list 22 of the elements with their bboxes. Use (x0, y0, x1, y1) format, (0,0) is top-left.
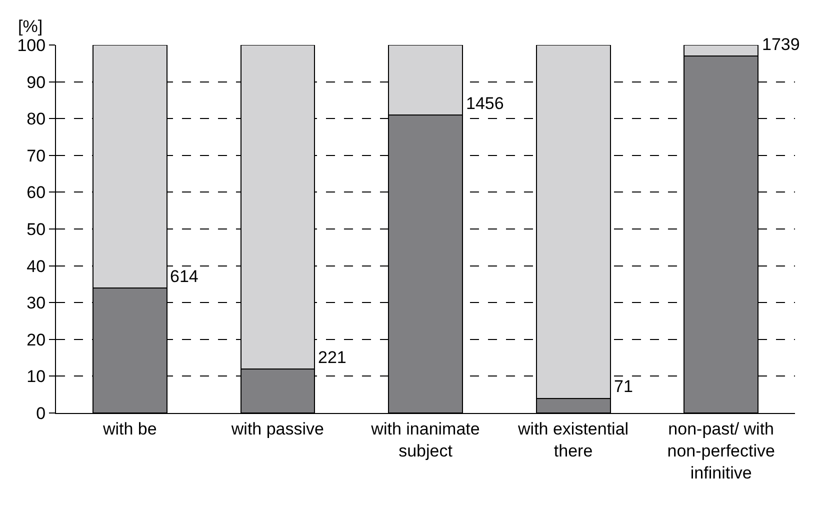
x-tick-label: with existential there (517, 419, 629, 460)
y-tick-label: 60 (26, 183, 46, 202)
y-tick-label: 20 (26, 330, 46, 350)
annotation: 614 (170, 267, 198, 286)
x-tick-label: with passive (230, 419, 324, 438)
x-tick-label: non-past/ with non-perfective infinitive (667, 419, 775, 483)
y-tick-label: 40 (26, 256, 46, 276)
annotation: 71 (614, 377, 633, 396)
y-tick-label: 50 (26, 220, 46, 239)
y-tick-label: 70 (26, 146, 46, 166)
x-tick-label: with inanimate subject (370, 419, 480, 460)
y-tick-label: 80 (26, 110, 46, 129)
annotation: 1456 (466, 94, 504, 113)
x-tick-label: with be (102, 419, 157, 438)
y-tick-label: 30 (26, 294, 46, 313)
annotation: 1739 (762, 35, 800, 54)
annotation: 221 (318, 348, 346, 367)
y-tick-label: 100 (17, 36, 46, 55)
y-tick-label: 0 (36, 404, 46, 423)
y-axis-title: [%] (18, 17, 43, 36)
y-tick-label: 10 (26, 367, 46, 386)
y-tick-label: 90 (26, 72, 46, 92)
